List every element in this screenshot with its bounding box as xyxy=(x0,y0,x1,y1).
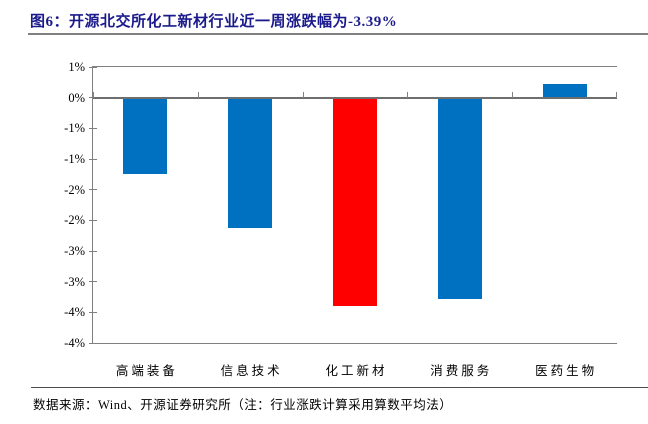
category-label: 医药生物 xyxy=(535,364,598,378)
x-axis-tick xyxy=(512,91,514,98)
y-axis-tick-label: -3% xyxy=(64,244,85,258)
x-axis-tick xyxy=(197,91,199,98)
footer-top-rule xyxy=(31,387,648,388)
x-axis-tick xyxy=(407,91,409,98)
y-axis-tick xyxy=(89,250,97,252)
category-label: 信息技术 xyxy=(220,364,283,378)
bar-化工新材 xyxy=(333,97,377,306)
bar-消费服务 xyxy=(437,97,482,299)
y-axis-tick xyxy=(89,219,97,221)
zero-baseline xyxy=(93,96,617,99)
y-axis-tick xyxy=(89,311,97,313)
bar-医药生物 xyxy=(542,83,587,98)
category-label: 高端装备 xyxy=(115,364,178,378)
title-underline-rule xyxy=(28,33,648,35)
bar-信息技术 xyxy=(228,97,273,229)
y-axis-tick xyxy=(89,127,97,129)
data-source-note: 数据来源：Wind、开源证券研究所（注：行业涨跌计算采用算数平均法） xyxy=(33,398,453,412)
x-axis-tick xyxy=(616,91,617,98)
bar-高端装备 xyxy=(123,97,168,175)
figure-title: 图6：开源北交所化工新材行业近一周涨跌幅为-3.39% xyxy=(30,14,398,30)
x-axis-tick xyxy=(93,91,94,98)
category-label: 化工新材 xyxy=(325,364,388,378)
category-label: 消费服务 xyxy=(430,364,493,378)
y-axis-tick-label: -4% xyxy=(64,336,85,350)
y-axis-tick xyxy=(89,281,97,283)
y-axis-tick xyxy=(89,189,97,191)
y-axis-tick-label: -2% xyxy=(64,213,85,228)
x-axis-tick xyxy=(302,91,304,98)
y-axis-tick-label: -1% xyxy=(64,121,85,136)
bar-chart-plot-area: 1% 0% -1% -1% -2% -2% -3% -3% -4% -4% 高端装备 信息技术 化工新材… xyxy=(64,60,617,378)
y-axis-tick-label: -3% xyxy=(64,274,85,289)
y-axis-tick xyxy=(89,66,97,68)
y-axis-tick-label: -2% xyxy=(64,182,85,197)
y-axis-tick-label: -4% xyxy=(64,305,85,320)
y-axis-tick-label: 1% xyxy=(68,60,85,74)
y-axis-tick-label: -1% xyxy=(64,152,85,166)
y-axis-tick xyxy=(89,158,97,160)
y-axis-tick-label: 0% xyxy=(68,90,85,105)
y-axis-tick xyxy=(89,342,97,344)
